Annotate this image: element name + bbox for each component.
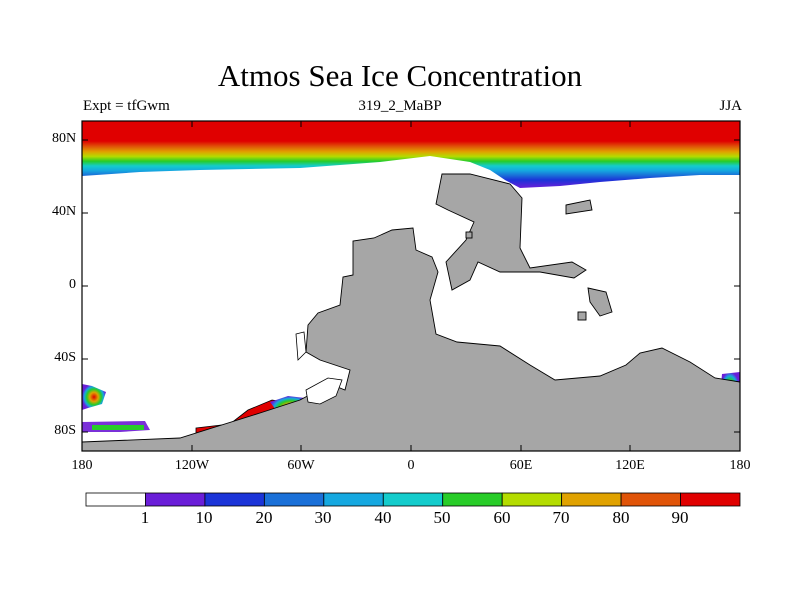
- southeast-island: [587, 287, 613, 317]
- northeast-island: [565, 199, 593, 215]
- colorbar-label-10: 10: [195, 508, 213, 527]
- colorbar-label-60: 60: [493, 508, 511, 527]
- colorbar-label-90: 90: [671, 508, 689, 527]
- colorbar-box-2: [204, 492, 265, 507]
- y-tick-label-40n: 40N: [52, 204, 77, 219]
- y-axis-ticks: [82, 139, 740, 433]
- colorbar-box-3: [263, 492, 325, 507]
- x-tick-label-60e: 60E: [509, 458, 533, 473]
- y-tick-label-80s: 80S: [54, 423, 76, 438]
- y-tick-label-40s: 40S: [54, 350, 76, 365]
- colorbar-box-6: [442, 492, 503, 507]
- main-continent: [82, 227, 740, 451]
- colorbar-box-5: [382, 492, 444, 507]
- y-tick-label-0: 0: [69, 277, 76, 292]
- y-tick-label-80n: 80N: [52, 131, 77, 146]
- northern-landmass: [435, 173, 587, 291]
- colorbar-box-9: [620, 492, 681, 507]
- colorbar-label-20: 20: [255, 508, 273, 527]
- colorbar-box-1: [145, 492, 206, 507]
- colorbar-box-7: [501, 492, 563, 507]
- x-tick-label-0: 0: [407, 458, 415, 473]
- colorbar: [85, 492, 741, 507]
- colorbar-box-8: [561, 492, 622, 507]
- x-axis-ticks: [81, 121, 741, 451]
- season-label: JJA: [719, 98, 742, 114]
- coastal-inlet: [295, 331, 307, 361]
- time-label: 319_2_MaBP: [358, 98, 442, 114]
- antarctic-rim-ice-inner: [92, 425, 144, 430]
- map-title: Atmos Sea Ice Concentration: [217, 58, 583, 93]
- small-island: [577, 311, 587, 321]
- experiment-label: Expt = tfGwm: [83, 98, 170, 114]
- x-tick-label-120w: 120W: [174, 458, 210, 473]
- colorbar-label-80: 80: [612, 508, 630, 527]
- colorbar-label-70: 70: [552, 508, 570, 527]
- land-mask: [82, 173, 740, 451]
- tiny-island: [465, 231, 473, 239]
- colorbar-label-40: 40: [374, 508, 392, 527]
- arctic-sea-ice: [82, 121, 740, 188]
- x-tick-label-180e: 180: [729, 458, 751, 473]
- colorbar-box-0: [85, 492, 146, 507]
- western-edge-ice: [82, 384, 106, 410]
- colorbar-label-30: 30: [314, 508, 332, 527]
- colorbar-label-1: 1: [140, 508, 150, 527]
- x-tick-label-60w: 60W: [287, 458, 315, 473]
- x-tick-label-120e: 120E: [615, 458, 645, 473]
- colorbar-label-50: 50: [433, 508, 451, 527]
- southern-channel: [305, 377, 343, 405]
- x-tick-label-180w: 180: [71, 458, 93, 473]
- colorbar-box-4: [323, 492, 384, 507]
- map-field: [82, 121, 740, 451]
- colorbar-box-10: [680, 492, 741, 507]
